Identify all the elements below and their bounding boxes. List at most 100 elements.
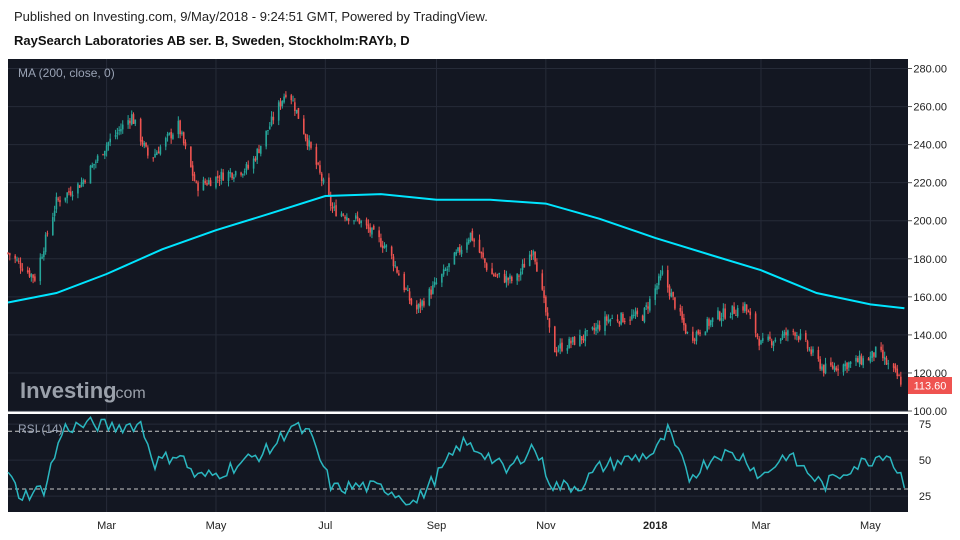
candle-body — [356, 216, 359, 219]
candle-body — [731, 305, 734, 315]
candle-body — [882, 349, 884, 359]
candle-body — [168, 132, 171, 135]
candle-body — [460, 249, 463, 255]
candle-body — [754, 313, 757, 334]
candle-body — [478, 239, 481, 253]
candle-body — [606, 316, 608, 321]
candle-body — [59, 200, 61, 203]
candle-body — [654, 288, 657, 300]
candle-body — [706, 318, 709, 332]
candle-body — [862, 358, 864, 366]
x-axis: Mar May Jul Sep Nov 2018 Mar May — [97, 520, 881, 532]
candle-body — [380, 238, 382, 247]
candle-body — [378, 230, 380, 238]
candle-body — [595, 327, 597, 332]
candle-body — [197, 182, 199, 191]
candle-body — [708, 319, 710, 326]
candle-body — [68, 191, 70, 193]
candle-body — [509, 275, 511, 280]
candle-body — [900, 376, 902, 385]
candle-body — [292, 100, 294, 102]
price-tick-label: 220.00 — [913, 178, 947, 190]
candle-body — [543, 290, 545, 298]
candle-body — [78, 185, 81, 188]
candle-body — [523, 263, 526, 268]
candle-body — [503, 273, 506, 283]
candle-body — [598, 325, 601, 330]
candle-body — [783, 331, 786, 336]
candle-body — [218, 180, 221, 182]
candle-body — [505, 276, 508, 283]
candle-body — [668, 286, 671, 297]
candle-body — [77, 183, 79, 194]
candle-body — [616, 319, 619, 322]
candle-body — [833, 366, 836, 371]
candle-body — [566, 348, 569, 351]
candle-body — [898, 375, 900, 377]
candle-body — [17, 260, 20, 262]
candle-body — [243, 171, 246, 173]
candle-body — [534, 251, 536, 262]
candle-body — [329, 194, 332, 207]
candle-body — [267, 130, 269, 132]
candle-body — [744, 303, 746, 312]
candle-body — [645, 305, 648, 308]
candle-body — [758, 338, 760, 346]
candle-body — [234, 171, 237, 176]
x-tick-label: Mar — [752, 520, 771, 532]
candle-body — [781, 334, 784, 339]
candle-body — [491, 268, 493, 275]
candle-body — [666, 270, 669, 288]
candle-body — [887, 363, 890, 365]
candle-body — [561, 342, 563, 351]
candle-body — [559, 343, 561, 349]
candle-body — [184, 142, 187, 147]
candle-body — [516, 273, 518, 281]
candle-body — [121, 124, 124, 130]
candle-body — [557, 349, 560, 351]
candle-body — [80, 182, 83, 187]
candle-body — [43, 251, 45, 257]
candle-body — [812, 349, 814, 353]
candle-body — [229, 171, 232, 174]
candle-body — [896, 368, 899, 377]
candle-body — [259, 145, 262, 154]
candle-body — [611, 318, 613, 320]
candle-body — [496, 274, 499, 276]
candle-body — [718, 311, 721, 321]
candle-body — [892, 363, 895, 368]
candle-body — [686, 332, 689, 334]
candle-body — [858, 355, 861, 365]
candle-body — [39, 257, 42, 282]
candle-body — [873, 352, 875, 357]
candle-body — [383, 246, 386, 249]
candle-body — [170, 131, 172, 139]
candle-body — [485, 263, 488, 270]
candle-body — [428, 288, 431, 306]
candle-body — [819, 359, 821, 369]
candle-body — [193, 174, 196, 181]
candle-body — [530, 254, 533, 257]
candle-body — [66, 192, 68, 198]
candle-body — [761, 338, 764, 341]
candle-body — [679, 308, 682, 312]
candle-body — [604, 316, 606, 332]
candle-body — [724, 308, 726, 319]
candle-body — [118, 129, 120, 131]
candle-body — [835, 367, 838, 371]
candle-body — [631, 314, 633, 320]
candle-body — [14, 255, 16, 259]
candle-body — [894, 366, 897, 370]
candle-body — [649, 298, 651, 311]
candle-body — [785, 332, 787, 336]
candle-body — [365, 219, 368, 226]
candle-body — [729, 316, 732, 318]
price-tick-label: 160.00 — [913, 292, 947, 304]
candle-body — [340, 213, 343, 217]
candle-body — [507, 277, 509, 281]
x-tick-label: Jul — [318, 520, 332, 532]
candle-body — [772, 342, 775, 347]
candle-body — [172, 134, 174, 139]
candle-body — [656, 285, 658, 290]
